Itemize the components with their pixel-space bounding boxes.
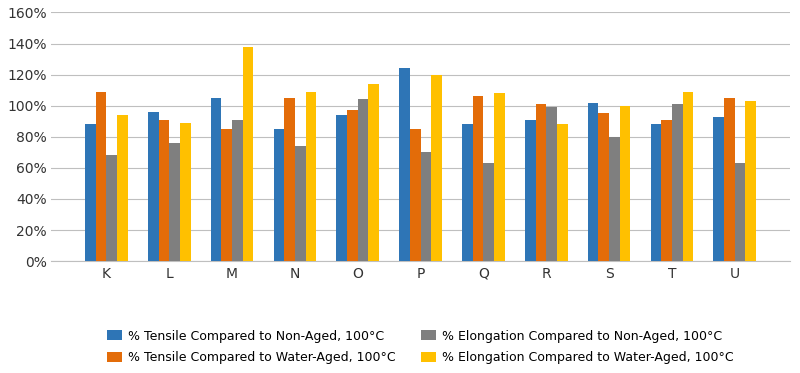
Bar xyxy=(180,123,190,261)
Bar xyxy=(158,120,169,261)
Bar xyxy=(210,98,222,261)
Bar xyxy=(368,84,379,261)
Bar xyxy=(598,113,609,261)
Bar xyxy=(358,100,368,261)
Bar xyxy=(85,124,96,261)
Bar xyxy=(336,115,347,261)
Bar xyxy=(620,106,630,261)
Bar xyxy=(734,163,746,261)
Bar xyxy=(274,129,284,261)
Bar xyxy=(306,92,316,261)
Bar xyxy=(284,98,295,261)
Bar xyxy=(682,92,694,261)
Bar xyxy=(494,93,505,261)
Bar xyxy=(347,110,358,261)
Bar xyxy=(410,129,421,261)
Bar xyxy=(232,120,242,261)
Bar xyxy=(650,124,662,261)
Bar xyxy=(746,101,756,261)
Bar xyxy=(295,146,306,261)
Bar xyxy=(588,103,598,261)
Bar xyxy=(672,104,682,261)
Bar xyxy=(662,120,672,261)
Bar xyxy=(117,115,128,261)
Bar xyxy=(242,47,254,261)
Bar xyxy=(148,112,158,261)
Bar xyxy=(557,124,568,261)
Bar xyxy=(535,104,546,261)
Bar xyxy=(462,124,473,261)
Bar xyxy=(421,152,431,261)
Bar xyxy=(473,96,483,261)
Bar xyxy=(431,75,442,261)
Legend: % Tensile Compared to Non-Aged, 100°C, % Tensile Compared to Water-Aged, 100°C, : % Tensile Compared to Non-Aged, 100°C, %… xyxy=(107,329,734,364)
Bar xyxy=(399,68,410,261)
Bar xyxy=(96,92,106,261)
Bar xyxy=(483,163,494,261)
Bar xyxy=(546,107,557,261)
Bar xyxy=(106,156,117,261)
Bar xyxy=(609,137,620,261)
Bar xyxy=(222,129,232,261)
Bar xyxy=(525,120,535,261)
Bar xyxy=(724,98,734,261)
Bar xyxy=(714,117,724,261)
Bar xyxy=(169,143,180,261)
